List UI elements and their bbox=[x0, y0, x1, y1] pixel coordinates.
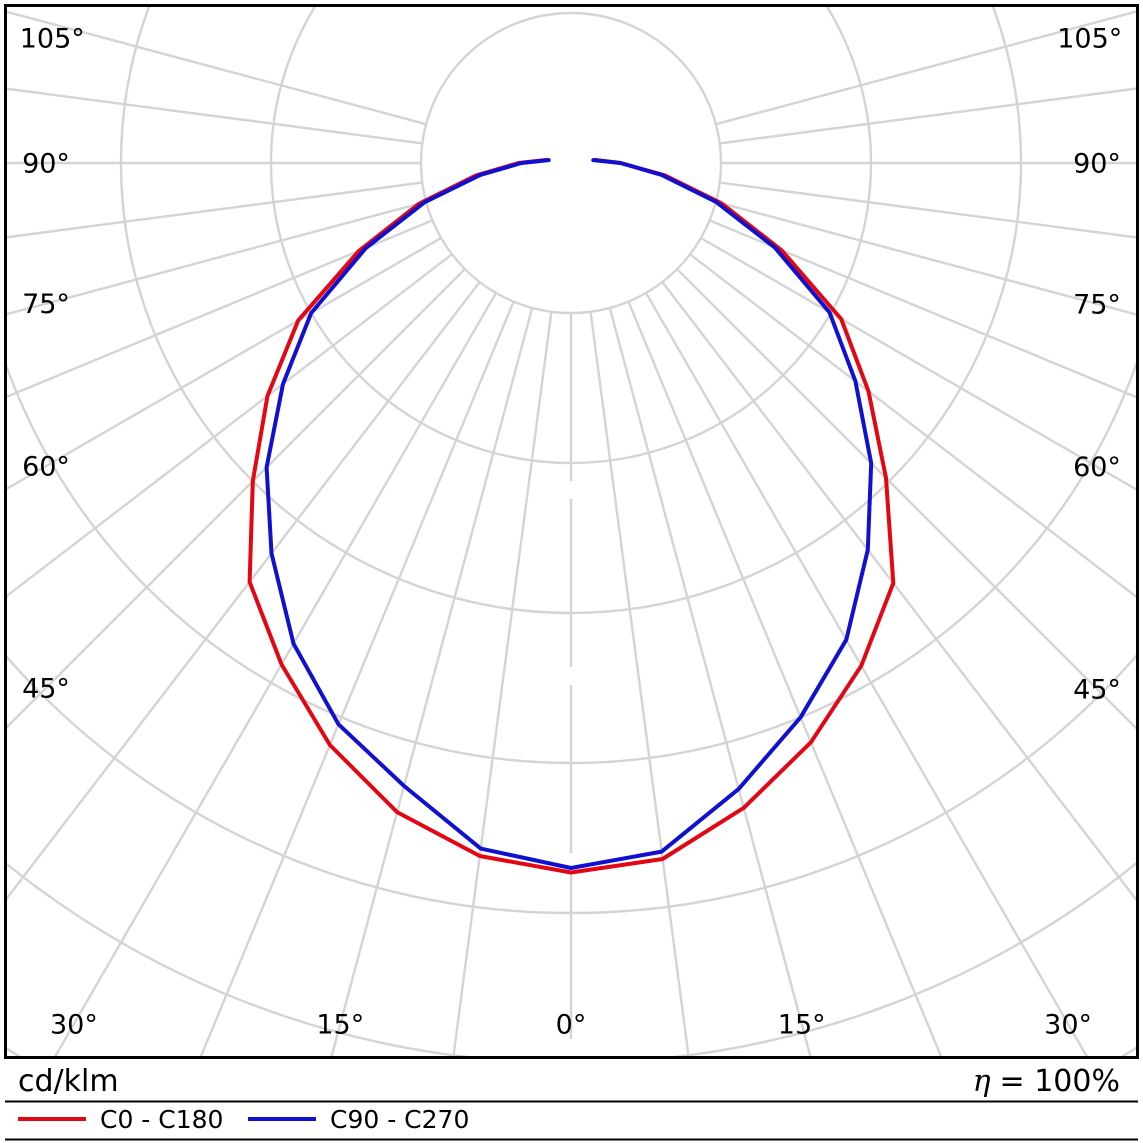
plot-frame bbox=[4, 4, 1139, 1059]
grid-ray bbox=[608, 307, 812, 1056]
grid-ray bbox=[644, 292, 1088, 1056]
grid-ray bbox=[700, 236, 1136, 491]
grid-ray bbox=[452, 311, 553, 1056]
grid-ray bbox=[7, 10, 427, 126]
angle-tick-label: 75° bbox=[22, 289, 70, 320]
grid-ray bbox=[589, 311, 690, 1056]
grid-ray bbox=[54, 292, 498, 1056]
angle-tick-label: 75° bbox=[1073, 289, 1121, 320]
grid-ray bbox=[330, 307, 534, 1056]
angle-tick-label: 30° bbox=[50, 1009, 98, 1040]
angle-tick-label: 45° bbox=[22, 673, 70, 704]
grid-ray bbox=[689, 253, 1136, 599]
grid-ray bbox=[7, 200, 427, 316]
grid-ray bbox=[7, 268, 466, 729]
angle-tick-label: 0° bbox=[556, 1009, 587, 1040]
grid-ray bbox=[715, 10, 1136, 126]
legend-label-c0-c180: C0 - C180 bbox=[100, 1105, 223, 1134]
footer: cd/klm η = 100% C0 - C180 C90 - C270 bbox=[5, 1064, 1138, 1141]
grid-ray bbox=[7, 87, 423, 145]
grid-ray bbox=[661, 281, 1136, 902]
legend-label-c90-c270: C90 - C270 bbox=[330, 1105, 469, 1134]
angle-tick-label: 60° bbox=[1073, 452, 1121, 483]
plot-border bbox=[4, 4, 1139, 1059]
angle-tick-label: 15° bbox=[316, 1009, 364, 1040]
angle-tick-labels: 0° 15° 15° 30° 30° 45° 45° 60° 60° 75° 75° 90° 90° 10… bbox=[20, 23, 1123, 1040]
grid-ray bbox=[709, 219, 1136, 399]
grid-ray bbox=[719, 181, 1136, 239]
efficiency-label: η = 100% bbox=[973, 1064, 1120, 1099]
angle-tick-label: 60° bbox=[22, 452, 70, 483]
grid-ray bbox=[199, 301, 515, 1056]
distribution-curves bbox=[247, 157, 896, 875]
eta-symbol: η bbox=[973, 1064, 991, 1099]
grid-ray bbox=[676, 268, 1136, 730]
angle-tick-label: 45° bbox=[1073, 674, 1121, 705]
grid-ray bbox=[7, 236, 442, 491]
angle-tick-label: 15° bbox=[778, 1009, 826, 1040]
grid-ring-circle bbox=[419, 11, 723, 315]
grid-ray bbox=[7, 219, 433, 398]
angle-tick-label: 105° bbox=[1057, 23, 1122, 54]
series-curve-c0-c180 bbox=[247, 157, 896, 875]
grid-ray bbox=[7, 253, 453, 598]
grid-ray bbox=[715, 200, 1136, 316]
angle-tick-label: 90° bbox=[1073, 148, 1121, 179]
grid-ray bbox=[627, 301, 943, 1056]
eta-value: = 100% bbox=[1000, 1064, 1120, 1099]
angle-tick-label: 90° bbox=[22, 148, 70, 179]
series-curve-c90-c270 bbox=[264, 158, 874, 870]
grid-ray bbox=[7, 281, 481, 900]
grid-ray bbox=[7, 181, 423, 239]
units-label: cd/klm bbox=[18, 1064, 119, 1099]
grid-ray bbox=[719, 87, 1136, 145]
angle-tick-label: 30° bbox=[1044, 1009, 1092, 1040]
angle-tick-label: 105° bbox=[20, 23, 85, 54]
